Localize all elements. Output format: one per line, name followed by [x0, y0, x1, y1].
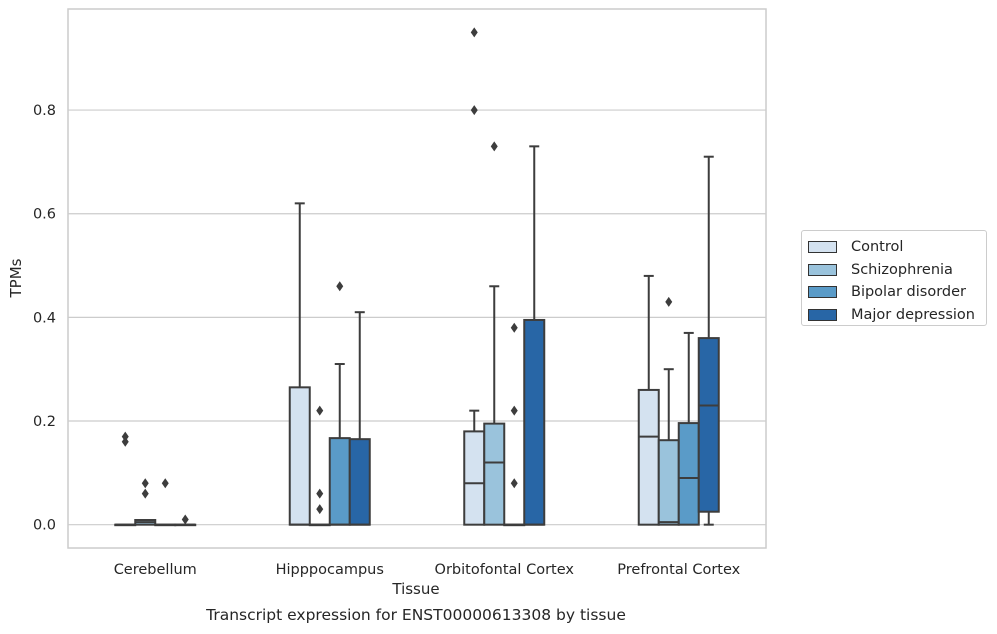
- box-control-cerebellum-outlier: [121, 436, 129, 447]
- box-control-cerebellum-outlier: [121, 431, 129, 442]
- box-major-depression-prefrontal-cortex: [697, 337, 720, 513]
- legend: Control Schizophrenia Bipolar disorder M…: [801, 230, 987, 326]
- box-control-hipppocampus: [288, 386, 311, 526]
- x-tick-label: Cerebellum: [114, 562, 197, 578]
- plot-frame: [67, 8, 767, 549]
- box-bipolar-disorder-orbitofontal-cortex-outlier: [510, 478, 518, 489]
- legend-label-control: Control: [851, 239, 904, 256]
- legend-label-bipolar-disorder: Bipolar disorder: [851, 284, 966, 301]
- box-bipolar-disorder-orbitofontal-cortex-outlier: [510, 322, 518, 333]
- box-schizophrenia-orbitofontal-cortex-outlier: [490, 141, 498, 152]
- legend-swatch-schizophrenia: [808, 263, 837, 276]
- y-tick-label: 0.4: [33, 310, 56, 326]
- box-major-depression-cerebellum-outlier: [181, 514, 189, 525]
- box-schizophrenia-hipppocampus-outlier: [316, 405, 324, 416]
- box-control-prefrontal-cortex: [637, 388, 660, 526]
- x-tick-label: Hipppocampus: [276, 562, 384, 578]
- box-control-orbitofontal-cortex-outlier: [470, 105, 478, 116]
- y-tick-label: 0.8: [33, 103, 56, 119]
- x-tick-label: Orbitofontal Cortex: [435, 562, 575, 578]
- chart-caption: Transcript expression for ENST0000061330…: [206, 606, 626, 624]
- box-schizophrenia-cerebellum-outlier: [141, 478, 149, 489]
- box-schizophrenia-cerebellum-outlier: [141, 488, 149, 499]
- box-bipolar-disorder-prefrontal-cortex: [677, 422, 700, 526]
- box-bipolar-disorder-hipppocampus-outlier: [336, 281, 344, 292]
- legend-label-schizophrenia: Schizophrenia: [851, 261, 953, 278]
- x-axis-label: Tissue: [392, 580, 440, 598]
- y-tick-label: 0.2: [33, 414, 56, 430]
- legend-swatch-major-depression: [808, 308, 837, 321]
- box-schizophrenia-hipppocampus-outlier: [316, 488, 324, 499]
- legend-item-major-depression: Major depression: [808, 304, 986, 327]
- y-axis-label: TPMs: [7, 258, 25, 298]
- legend-swatch-bipolar-disorder: [808, 286, 837, 299]
- box-schizophrenia-prefrontal-cortex-outlier: [665, 296, 673, 307]
- box-bipolar-disorder-hipppocampus: [328, 437, 351, 526]
- box-schizophrenia-prefrontal-cortex: [657, 439, 680, 526]
- box-bipolar-disorder-cerebellum-outlier: [161, 478, 169, 489]
- x-tick-label: Prefrontal Cortex: [617, 562, 740, 578]
- box-major-depression-hipppocampus: [348, 438, 371, 526]
- y-tick-label: 0.6: [33, 207, 56, 223]
- box-schizophrenia-hipppocampus-outlier: [316, 504, 324, 515]
- legend-item-control: Control: [808, 236, 986, 259]
- legend-item-schizophrenia: Schizophrenia: [808, 259, 986, 282]
- box-schizophrenia-orbitofontal-cortex: [483, 422, 506, 526]
- legend-item-bipolar-disorder: Bipolar disorder: [808, 281, 986, 304]
- legend-swatch-control: [808, 241, 837, 254]
- box-control-orbitofontal-cortex: [463, 430, 486, 526]
- box-control-orbitofontal-cortex-outlier: [470, 27, 478, 38]
- legend-label-major-depression: Major depression: [851, 306, 975, 323]
- y-tick-label: 0.0: [33, 518, 56, 534]
- box-bipolar-disorder-orbitofontal-cortex-outlier: [510, 405, 518, 416]
- box-major-depression-orbitofontal-cortex: [523, 318, 546, 526]
